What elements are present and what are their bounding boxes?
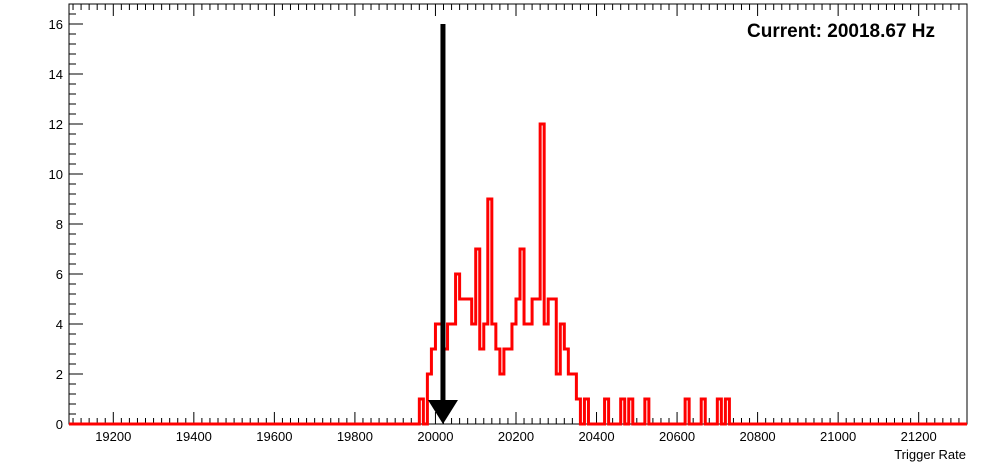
x-tick-label: 21200 [901,429,937,444]
current-rate-annotation: Current: 20018.67 Hz [747,21,935,42]
y-axis: 0 2 4 6 8 10 12 14 16 [49,13,83,432]
y-tick-label: 14 [49,67,63,82]
histogram-bin [472,324,476,424]
plot-frame [68,3,968,425]
histogram-bin [528,324,532,424]
histogram-bin [568,374,572,424]
x-tick-label: 19800 [337,429,373,444]
histogram-bin [480,349,484,424]
x-tick-label: 20800 [740,429,776,444]
histogram-bin [544,324,548,424]
x-tick-label: 19600 [256,429,292,444]
y-tick-label: 0 [56,417,63,432]
histogram-bin [460,299,464,424]
histogram-bin [464,299,468,424]
x-axis: 19200 19400 19600 19800 20000 20200 20400 20600… [72,4,968,444]
y-tick-label: 8 [56,217,63,232]
x-tick-label: 20600 [659,429,695,444]
histogram-bin [556,374,560,424]
histogram-outline [69,122,967,426]
x-axis-title: Trigger Rate [894,447,966,462]
x-tick-label: 20200 [498,429,534,444]
y-tick-label: 6 [56,267,63,282]
histogram-bin [508,349,512,424]
y-tick-label: 4 [56,317,63,332]
y-tick-label: 16 [49,17,63,32]
histogram-bin [524,324,528,424]
y-tick-label: 12 [49,117,63,132]
x-tick-label: 20400 [578,429,614,444]
current-rate-arrow [427,24,458,424]
y-tick-label: 2 [56,367,63,382]
x-tick-label: 19200 [95,429,131,444]
y-tick-label: 10 [49,167,63,182]
histogram-bins [419,124,729,424]
arrow-head [427,400,458,424]
x-tick-label: 20000 [417,429,453,444]
histogram-bin [536,299,540,424]
x-tick-label: 21000 [820,429,856,444]
x-tick-label: 19400 [176,429,212,444]
histogram-bin [500,374,504,424]
